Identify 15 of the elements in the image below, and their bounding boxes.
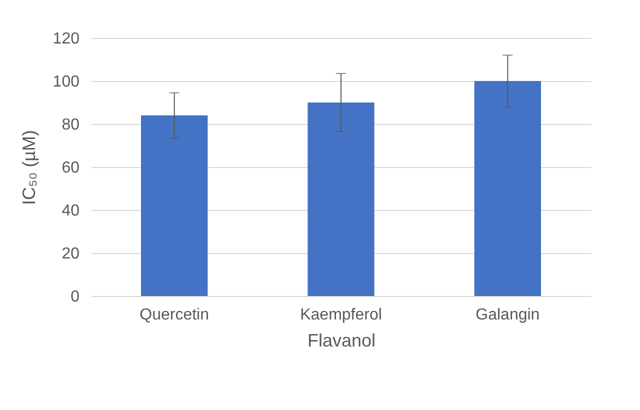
y-tick-label: 100	[52, 74, 80, 90]
x-tick-label: Galangin	[476, 306, 540, 324]
x-tick-label: Quercetin	[140, 306, 210, 324]
y-tick-label: 60	[62, 160, 80, 176]
x-tick-label: Kaempferol	[300, 306, 382, 324]
y-tick-label: 120	[52, 30, 80, 48]
y-tick-label: 80	[62, 116, 80, 134]
y-tick-label: 40	[62, 202, 80, 220]
bar	[141, 115, 208, 296]
bar	[474, 81, 541, 296]
y-tick-label: 20	[62, 246, 80, 262]
y-axis-title: IC₅₀ (µM)	[18, 130, 39, 206]
x-axis-title: Flavanol	[307, 330, 376, 350]
bar	[308, 102, 374, 296]
y-tick-label: 0	[70, 288, 80, 306]
